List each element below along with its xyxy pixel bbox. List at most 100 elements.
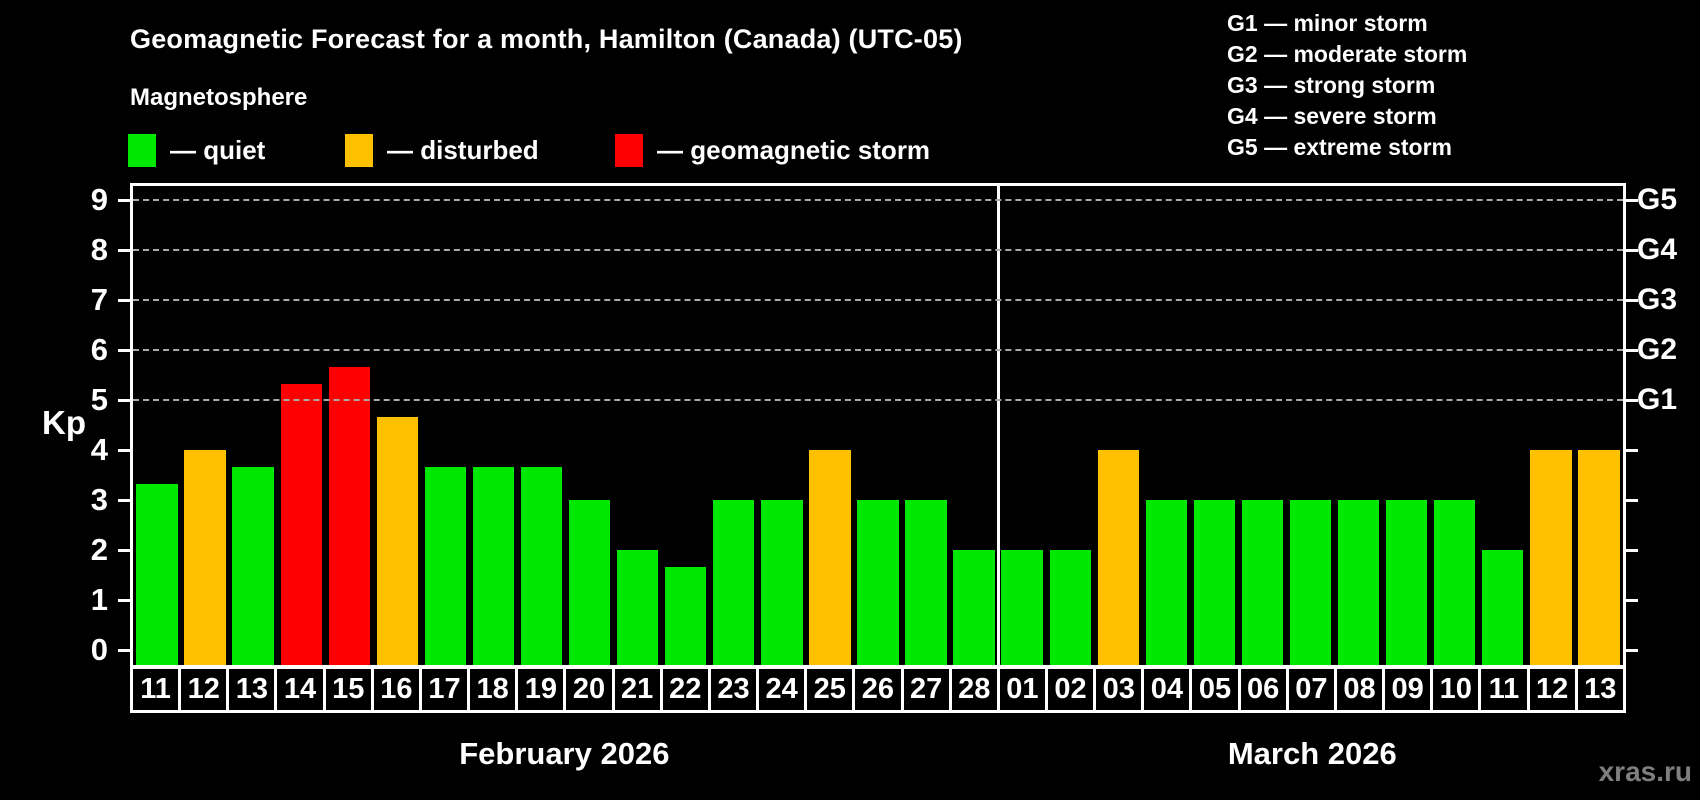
bar-slot — [421, 186, 469, 665]
g-axis-label-g5: G5 — [1637, 183, 1678, 216]
day-label: 08 — [1333, 666, 1386, 713]
chart-title: Geomagnetic Forecast for a month, Hamilt… — [130, 24, 963, 54]
bar-slot — [1575, 186, 1623, 665]
bar-slot — [998, 186, 1046, 665]
kp-bar-day-05 — [1193, 500, 1236, 665]
day-label: 17 — [418, 666, 471, 713]
day-label: 04 — [1141, 666, 1193, 713]
kp-bar-day-16 — [376, 416, 418, 665]
g-axis-tick — [1626, 499, 1638, 502]
day-label: 25 — [804, 666, 856, 713]
bar-slot — [1383, 186, 1431, 665]
legend-label: — quiet — [170, 135, 266, 165]
g-scale-legend-line: G5 — extreme storm — [1227, 134, 1452, 160]
bar-slot — [1527, 186, 1575, 665]
kp-bar-day-19 — [520, 466, 563, 665]
kp-bar-day-24 — [761, 500, 803, 665]
kp-bar-day-02 — [1049, 550, 1091, 665]
kp-bar-day-04 — [1145, 500, 1187, 665]
gridline-kp-7 — [133, 299, 1623, 301]
kp-bar-day-10 — [1434, 500, 1476, 665]
day-label: 12 — [178, 666, 230, 713]
y-axis-tick — [118, 299, 130, 302]
day-label: 26 — [852, 666, 904, 713]
bar-slot — [950, 186, 998, 665]
y-axis-label: 2 — [90, 532, 108, 567]
g-scale-legend: G1 — minor storm G2 — moderate storm G3 — … — [1227, 8, 1467, 163]
y-axis-tick — [118, 449, 130, 452]
day-label: 06 — [1237, 666, 1289, 713]
plot-area: 0 1 2 3 4 5 6 7 8 9 G1 G2 G3 G4 G5 — [91, 183, 1677, 668]
kp-bar-day-13 — [1578, 450, 1620, 665]
day-label: 02 — [1044, 666, 1097, 713]
kp-bar-day-18 — [472, 466, 515, 665]
kp-bar-day-22 — [665, 566, 707, 665]
y-axis-label: 1 — [90, 582, 108, 617]
bar-slot — [518, 186, 566, 665]
day-label: 23 — [707, 666, 760, 713]
day-label: 14 — [274, 666, 326, 713]
month-label-february: February 2026 — [459, 736, 670, 771]
bar-slot — [1335, 186, 1383, 665]
storm-swatch-icon — [615, 133, 643, 167]
kp-bar-day-13 — [232, 466, 274, 665]
g-axis-tick — [1626, 599, 1638, 602]
month-divider-line — [996, 186, 1000, 665]
y-axis-tick — [118, 549, 130, 552]
day-label: 27 — [900, 666, 952, 713]
day-axis: 11 12 13 14 15 16 17 18 19 20 21 22 23 24 25 26 27 28 01 02… — [130, 666, 1626, 713]
legend-item-disturbed: — disturbed — [345, 133, 539, 167]
kp-bar-day-21 — [616, 550, 659, 665]
gridline-kp-8 — [133, 249, 1623, 251]
day-label: 22 — [659, 666, 711, 713]
y-axis-label: 6 — [90, 332, 108, 367]
day-label: 15 — [322, 666, 374, 713]
bar-slot — [806, 186, 854, 665]
bar-slot — [1431, 186, 1479, 665]
kp-bar-day-25 — [809, 450, 851, 665]
bar-slot — [181, 186, 229, 665]
kp-bar-day-27 — [905, 500, 947, 665]
day-label: 21 — [611, 666, 663, 713]
y-axis-tick — [118, 199, 130, 202]
quiet-swatch-icon — [128, 133, 156, 167]
bar-slot — [662, 186, 710, 665]
g-axis-tick — [1626, 649, 1638, 652]
day-label: 12 — [1526, 666, 1578, 713]
day-label: 13 — [226, 666, 278, 713]
bar-slot — [1094, 186, 1142, 665]
kp-bar-day-01 — [1001, 550, 1043, 665]
bar-slot — [133, 186, 181, 665]
y-axis-tick — [118, 349, 130, 352]
day-label: 07 — [1285, 666, 1337, 713]
g-axis-label-g1: G1 — [1637, 383, 1678, 416]
g-axis-tick — [1626, 299, 1638, 302]
watermark: xras.ru — [1598, 756, 1692, 787]
g-axis-tick — [1626, 549, 1638, 552]
kp-bar-day-26 — [857, 500, 899, 665]
kp-bar-day-03 — [1097, 450, 1139, 665]
y-axis-tick — [118, 399, 130, 402]
bar-slot — [902, 186, 950, 665]
kp-bar-day-12 — [184, 450, 226, 665]
g-scale-legend-line: G3 — strong storm — [1227, 72, 1436, 98]
day-label: 13 — [1574, 666, 1626, 713]
bar-slot — [325, 186, 373, 665]
bar-slot — [1142, 186, 1190, 665]
y-axis-label: 9 — [90, 182, 108, 217]
legend-label: — disturbed — [387, 135, 539, 165]
day-label: 18 — [467, 666, 519, 713]
y-axis-label: 3 — [90, 482, 108, 517]
day-label: 19 — [515, 666, 567, 713]
bar-slot — [614, 186, 662, 665]
g-axis-tick — [1626, 249, 1638, 252]
bar-slot — [566, 186, 614, 665]
bar-slot — [229, 186, 277, 665]
g-axis-label-g2: G2 — [1637, 333, 1678, 366]
legend-item-quiet: — quiet — [128, 133, 265, 167]
kp-bar-day-17 — [424, 466, 467, 665]
day-label: 28 — [948, 666, 1000, 713]
y-axis-tick — [118, 599, 130, 602]
bars-container — [133, 186, 1623, 665]
